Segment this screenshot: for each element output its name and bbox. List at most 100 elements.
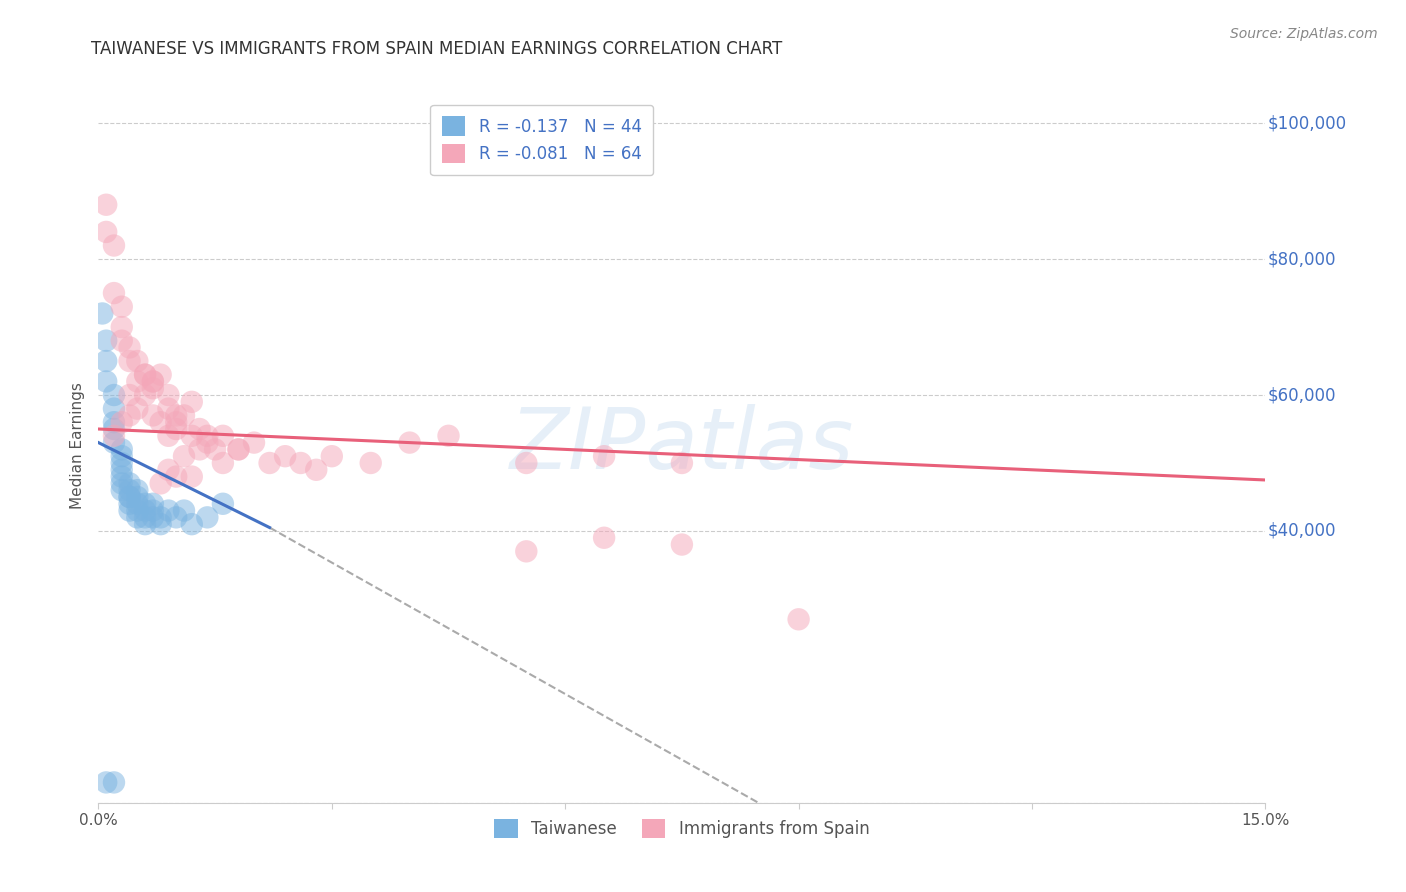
Point xyxy=(118,490,141,504)
Point xyxy=(149,415,172,429)
Point xyxy=(134,368,156,382)
Point xyxy=(180,394,202,409)
Point xyxy=(228,442,250,457)
Point xyxy=(593,531,616,545)
Point xyxy=(127,510,149,524)
Point xyxy=(593,449,616,463)
Point xyxy=(142,375,165,389)
Point xyxy=(134,503,156,517)
Point xyxy=(437,429,460,443)
Text: $60,000: $60,000 xyxy=(1268,386,1336,404)
Point xyxy=(165,469,187,483)
Point xyxy=(157,503,180,517)
Point xyxy=(212,497,235,511)
Point xyxy=(127,401,149,416)
Point xyxy=(134,517,156,532)
Point xyxy=(165,422,187,436)
Point xyxy=(149,368,172,382)
Legend: Taiwanese, Immigrants from Spain: Taiwanese, Immigrants from Spain xyxy=(488,812,876,845)
Point xyxy=(103,388,125,402)
Point xyxy=(134,368,156,382)
Point xyxy=(157,463,180,477)
Point xyxy=(157,388,180,402)
Point xyxy=(188,422,211,436)
Point xyxy=(127,375,149,389)
Point xyxy=(96,775,118,789)
Point xyxy=(212,456,235,470)
Text: Source: ZipAtlas.com: Source: ZipAtlas.com xyxy=(1230,27,1378,41)
Point xyxy=(96,375,118,389)
Point xyxy=(127,490,149,504)
Point xyxy=(305,463,328,477)
Point xyxy=(149,517,172,532)
Point xyxy=(103,401,125,416)
Point xyxy=(111,483,134,498)
Point xyxy=(149,476,172,491)
Point xyxy=(398,435,420,450)
Point xyxy=(787,612,810,626)
Point xyxy=(142,510,165,524)
Point xyxy=(180,429,202,443)
Point xyxy=(165,510,187,524)
Point xyxy=(96,334,118,348)
Point xyxy=(360,456,382,470)
Point xyxy=(134,388,156,402)
Text: $100,000: $100,000 xyxy=(1268,114,1347,132)
Point xyxy=(142,381,165,395)
Point xyxy=(118,388,141,402)
Text: ZIPatlas: ZIPatlas xyxy=(510,404,853,488)
Point xyxy=(111,463,134,477)
Point xyxy=(127,354,149,368)
Point xyxy=(91,306,114,320)
Point xyxy=(118,409,141,423)
Point xyxy=(118,503,141,517)
Point xyxy=(204,442,226,457)
Point xyxy=(127,497,149,511)
Point xyxy=(103,422,125,436)
Point xyxy=(228,442,250,457)
Point xyxy=(118,490,141,504)
Point xyxy=(195,435,218,450)
Point xyxy=(180,517,202,532)
Point xyxy=(96,354,118,368)
Point xyxy=(142,409,165,423)
Point xyxy=(173,503,195,517)
Point xyxy=(118,497,141,511)
Point xyxy=(111,442,134,457)
Point xyxy=(515,456,537,470)
Point xyxy=(321,449,343,463)
Point xyxy=(195,429,218,443)
Point xyxy=(157,429,180,443)
Point xyxy=(134,510,156,524)
Point xyxy=(118,483,141,498)
Point xyxy=(103,415,125,429)
Point xyxy=(111,449,134,463)
Point xyxy=(142,375,165,389)
Point xyxy=(103,238,125,252)
Point xyxy=(111,334,134,348)
Point xyxy=(188,442,211,457)
Point xyxy=(671,537,693,551)
Point xyxy=(259,456,281,470)
Point xyxy=(157,401,180,416)
Text: $40,000: $40,000 xyxy=(1268,522,1336,540)
Point xyxy=(142,497,165,511)
Point xyxy=(173,449,195,463)
Text: $80,000: $80,000 xyxy=(1268,250,1336,268)
Point xyxy=(111,456,134,470)
Point xyxy=(165,415,187,429)
Point xyxy=(142,503,165,517)
Point xyxy=(274,449,297,463)
Point xyxy=(134,497,156,511)
Point xyxy=(111,320,134,334)
Point xyxy=(103,775,125,789)
Point xyxy=(180,469,202,483)
Point xyxy=(127,503,149,517)
Point xyxy=(118,354,141,368)
Point xyxy=(290,456,312,470)
Point xyxy=(212,429,235,443)
Point xyxy=(165,409,187,423)
Point xyxy=(118,341,141,355)
Point xyxy=(243,435,266,450)
Point xyxy=(111,415,134,429)
